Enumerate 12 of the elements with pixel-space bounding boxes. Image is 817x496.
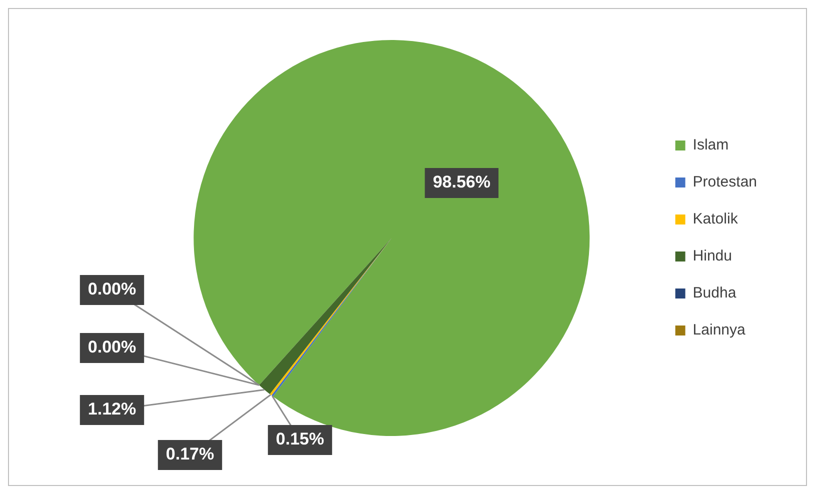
text: 0.00% [88,338,136,357]
data-label: 98.56% [432,172,490,192]
legend-label: Budha [692,284,737,302]
data-label: 0.15% [276,430,324,449]
legend-label: Protestan [692,174,758,191]
legend-label: Islam [692,136,729,154]
data-label: 0.17% [166,444,214,464]
legend-label: Hindu [692,248,732,265]
legend-label: Lainnya [692,322,746,339]
text: 0.00% [88,280,136,299]
data-label: 1.12% [88,400,136,419]
legend-label: Katolik [692,210,738,228]
